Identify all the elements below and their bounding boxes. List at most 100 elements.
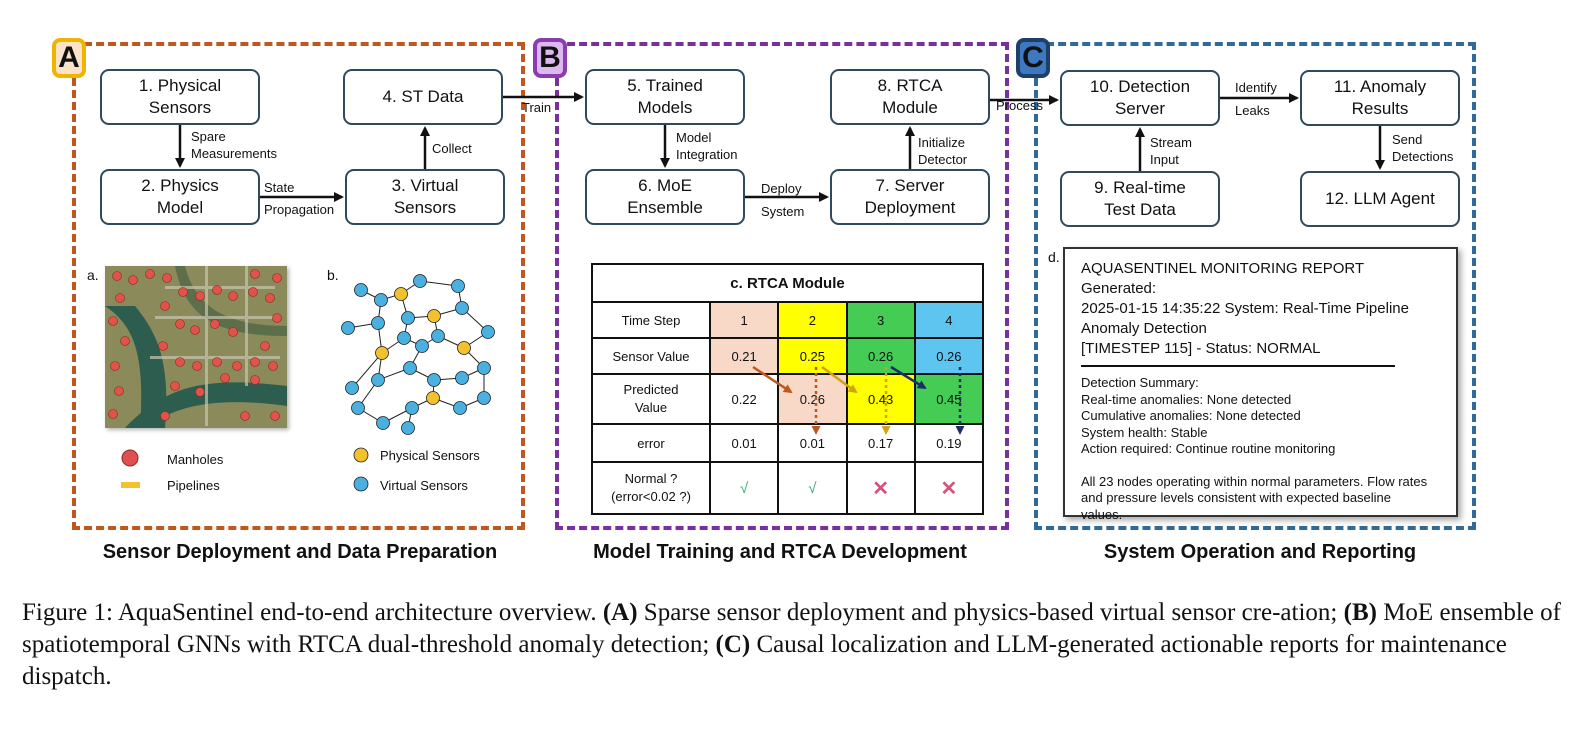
label-send-detections: Send Detections [1392,132,1454,164]
row-label-normal: Normal ? (error<0.02 ?) [591,461,711,515]
row-label-predicted-value: Predicted Value [591,373,711,425]
box-detection-server: 10. Detection Server [1060,70,1220,126]
report-summary-line-4: System health: Stable [1081,424,1208,440]
label-process: Process [996,98,1043,113]
legend-virtual-sensors: Virtual Sensors [380,478,468,493]
badge-c: C [1016,38,1050,78]
report-footer-line-2: and pressure levels consistent with expe… [1081,490,1392,505]
diag-arrow-2 [821,365,858,394]
cell-time-4: 4 [913,301,985,339]
cell-normal-2: √ [777,461,848,515]
report-header-line-2: 2025-01-15 14:35:22 System: Real-Time Pi… [1081,300,1409,317]
manhole-legend-icon [121,449,139,467]
rtca-table: c. RTCA Module Time Step 1 2 3 4 Sensor … [591,263,985,515]
box-llm-agent: 12. LLM Agent [1300,171,1460,227]
box-physics-model: 2. Physics Model [100,169,260,225]
cell-pred-1: 0.22 [708,373,780,425]
panel-c [1034,42,1476,530]
label-collect: Collect [432,141,472,156]
figure-caption: Figure 1: AquaSentinel end-to-end archit… [22,597,1572,693]
row-label-error: error [591,423,711,463]
badge-b: B [533,38,567,78]
legend-a-markers [121,449,140,488]
caption-a-label: (A) [602,599,638,626]
box-realtime-test-data: 9. Real-time Test Data [1060,171,1220,227]
label-deploy-system: Deploy System [761,181,805,219]
cell-time-1: 1 [708,301,780,339]
report-divider [1081,365,1395,367]
cell-error-4: 0.19 [913,423,985,463]
legend-b-markers [353,447,369,492]
sensor-graph [341,274,495,435]
panel-a [72,42,525,530]
subfig-label-d: d. [1048,249,1060,265]
label-stream-input: Stream Input [1150,135,1192,167]
cell-time-2: 2 [777,301,848,339]
cell-sensor-2: 0.25 [777,337,848,375]
panel-b [555,42,1009,530]
caption-c-text: Causal localization and LLM-generated ac… [22,631,1507,690]
diag-arrow-3 [890,365,927,390]
box-moe-ensemble: 6. MoE Ensemble [585,169,745,225]
report-summary-line-2: Real-time anomalies: None detected [1081,391,1292,407]
box-trained-models: 5. Trained Models [585,69,745,125]
badge-a: A [52,38,86,78]
label-spare-measurements: Spare Measurements [191,129,277,161]
subfig-label-a: a. [87,267,99,283]
box-server-deployment: 7. Server Deployment [830,169,990,225]
monitoring-report: AQUASENTINEL MONITORING REPORT Generated… [1063,247,1458,522]
section-title-b: Model Training and RTCA Development [593,541,967,563]
box-st-data: 4. ST Data [343,69,503,125]
caption-b-text: MoE ensemble of spatiotemporal GNNs with… [22,599,1561,658]
pipeline-aerial-map [105,266,287,428]
cell-normal-3: ✕ [845,461,916,515]
cell-error-3: 0.17 [845,423,916,463]
report-summary-line-1: Detection Summary: [1081,375,1199,390]
physical-sensor-legend-icon [353,447,369,463]
caption-a-text: Sparse sensor deployment and physics-bas… [643,599,1338,626]
report-header-line-1: AQUASENTINEL MONITORING REPORT Generated… [1081,260,1364,297]
cell-error-1: 0.01 [708,423,780,463]
cell-sensor-1: 0.21 [708,337,780,375]
box-rtca-module: 8. RTCA Module [830,69,990,125]
row-label-sensor-value: Sensor Value [591,337,711,375]
cell-sensor-3: 0.26 [845,337,916,375]
box-anomaly-results: 11. Anomaly Results [1300,70,1460,126]
section-title-a: Sensor Deployment and Data Preparation [102,541,498,563]
row-label-time-step: Time Step [591,301,711,339]
legend-pipelines: Pipelines [167,478,220,493]
cell-normal-1: √ [708,461,780,515]
report-summary-line-3: Cumulative anomalies: None detected [1081,408,1301,423]
rtca-table-title: c. RTCA Module [591,263,984,303]
report-footer-line-3: values. [1081,506,1123,522]
label-train: Train [522,100,552,115]
report-header-line-4: [TIMESTEP 115] - Status: NORMAL [1081,340,1321,357]
report-header-line-3: Anomaly Detection [1081,320,1207,337]
legend-physical-sensors: Physical Sensors [380,448,480,463]
caption-b-label: (B) [1343,599,1377,626]
section-title-c: System Operation and Reporting [1103,541,1417,563]
diag-arrow-1 [752,365,793,394]
cell-sensor-4: 0.26 [913,337,985,375]
report-footer-line-1: All 23 nodes operating within normal par… [1081,473,1428,489]
caption-prefix: Figure 1: AquaSentinel end-to-end archit… [22,599,597,626]
label-model-integration: Model Integration [676,130,738,162]
caption-c-label: (C) [715,631,751,658]
cell-time-3: 3 [845,301,916,339]
subfig-label-b: b. [327,267,339,283]
label-identify-leaks: Identify Leaks [1235,80,1277,118]
virtual-sensor-legend-icon [353,476,369,492]
legend-manholes: Manholes [167,452,224,467]
cell-pred-2: 0.26 [777,373,848,425]
pipeline-legend-icon [121,482,140,488]
box-virtual-sensors: 3. Virtual Sensors [345,169,505,225]
label-initialize-detector: Initialize Detector [918,135,968,167]
cell-pred-3: 0.43 [845,373,916,425]
cell-normal-4: ✕ [913,461,985,515]
label-state-propagation: State Propagation [264,180,335,217]
report-summary-line-5: Action required: Continue routine monito… [1081,441,1336,456]
box-physical-sensors: 1. Physical Sensors [100,69,260,125]
cell-error-2: 0.01 [777,423,848,463]
